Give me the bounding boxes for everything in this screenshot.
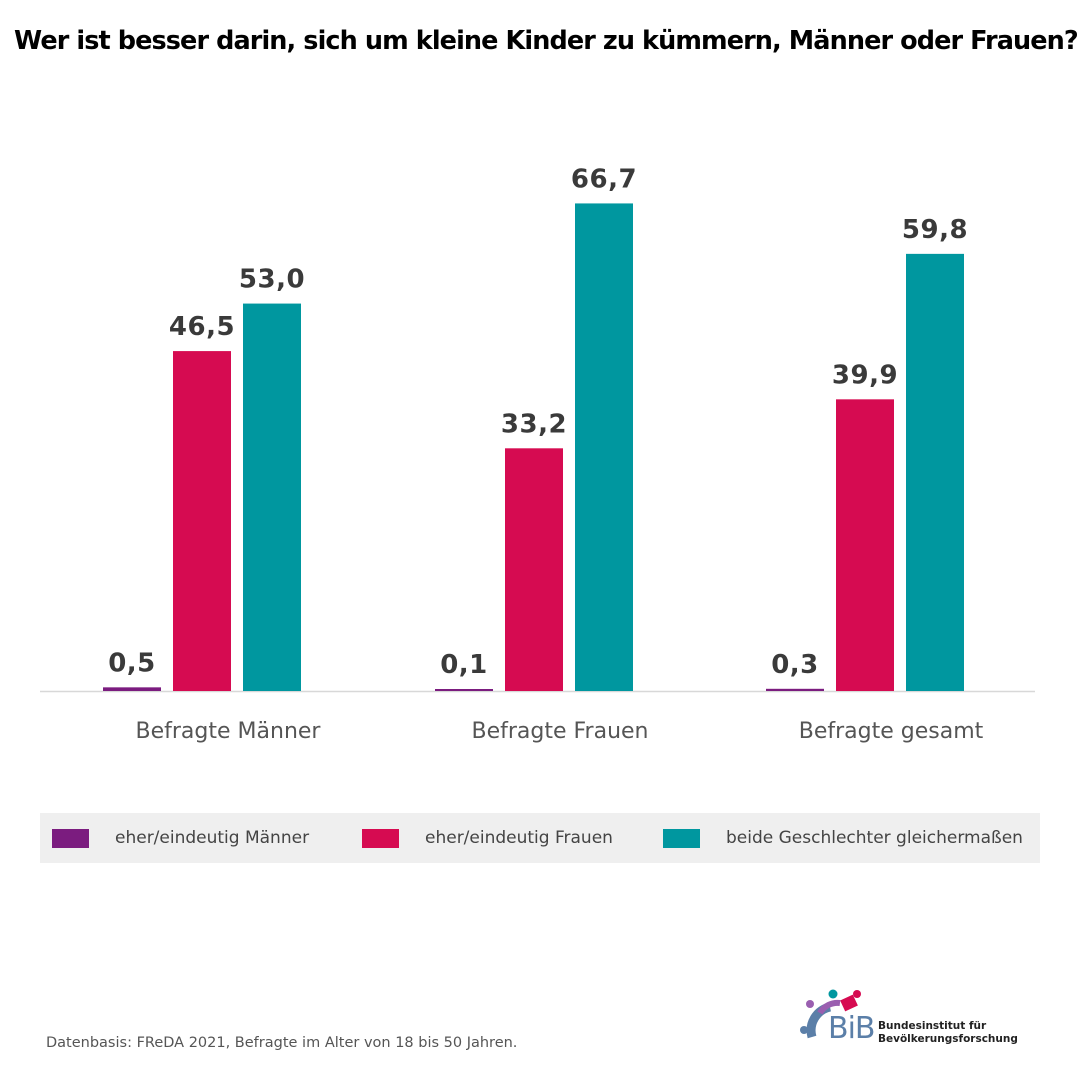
bar-value-label: 39,9 <box>832 360 898 390</box>
legend-swatch-frauen <box>362 828 399 848</box>
bar-3-3 <box>906 253 964 691</box>
bar-value-label: 53,0 <box>239 265 305 295</box>
chart-legend: eher/eindeutig Männer eher/eindeutig Fra… <box>40 813 1040 863</box>
bar-1-2 <box>173 351 231 691</box>
category-label: Befragte Frauen <box>471 719 648 744</box>
bib-logo-abbreviation: BiB <box>828 1011 875 1046</box>
bar-value-label: 66,7 <box>571 164 637 194</box>
legend-label-frauen: eher/eindeutig Frauen <box>425 828 613 848</box>
legend-label-beide: beide Geschlechter gleichermaßen <box>726 828 1023 848</box>
bar-value-label: 0,1 <box>440 650 488 680</box>
chart-title: Wer ist besser darin, sich um kleine Kin… <box>14 26 1079 56</box>
bar-value-label: 0,3 <box>771 650 819 680</box>
legend-item-frauen: eher/eindeutig Frauen <box>362 813 613 863</box>
bar-value-label: 0,5 <box>108 648 156 678</box>
bar-chart: 0,5 46,553,0 Befragte Männer 0,1 33,2 66,7 Bef… <box>40 164 1035 744</box>
legend-item-maenner: eher/eindeutig Männer <box>52 813 309 863</box>
bar-2-3 <box>575 203 633 691</box>
category-label: Befragte gesamt <box>799 719 984 744</box>
bib-logo: BiB Bundesinstitut für Bevölkerungsforsc… <box>790 985 1020 1055</box>
bib-logo-name: Bundesinstitut für Bevölkerungsforschung <box>878 1020 1018 1046</box>
bar-2-1 <box>435 689 493 691</box>
legend-swatch-beide <box>663 828 700 848</box>
bib-logo-icon <box>800 989 861 1039</box>
category-label: Befragte Männer <box>136 719 322 744</box>
bib-logo-name-line2: Bevölkerungsforschung <box>878 1033 1018 1045</box>
legend-label-maenner: eher/eindeutig Männer <box>115 828 310 848</box>
bar-1-1 <box>103 687 161 691</box>
bar-value-label: 59,8 <box>902 215 968 245</box>
bar-value-label: 46,5 <box>169 312 235 342</box>
data-source-footnote: Datenbasis: FReDA 2021, Befragte im Alte… <box>46 1035 518 1051</box>
legend-item-beide: beide Geschlechter gleichermaßen <box>663 813 1023 863</box>
bar-3-1 <box>766 688 824 691</box>
bar-2-2 <box>505 448 563 691</box>
bar-value-label: 33,2 <box>501 409 567 439</box>
bar-1-3 <box>243 303 301 691</box>
bib-logo-name-line1: Bundesinstitut für <box>878 1020 987 1032</box>
legend-swatch-maenner <box>52 828 89 848</box>
bar-3-2 <box>836 399 894 691</box>
